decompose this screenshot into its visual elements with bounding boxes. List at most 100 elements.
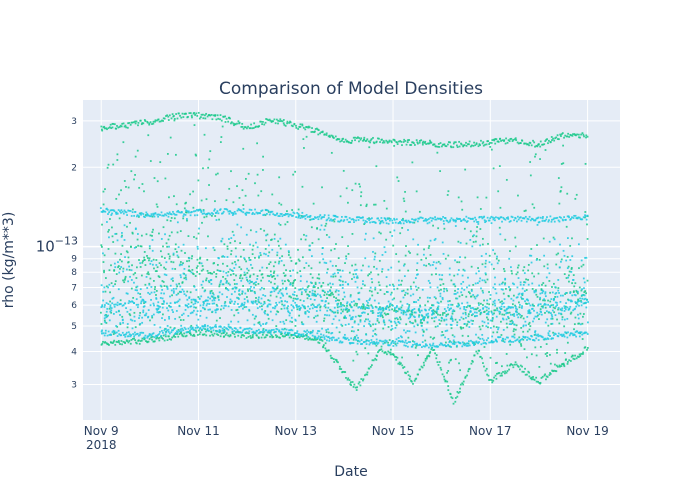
- data-point: [151, 249, 154, 252]
- data-point: [230, 122, 232, 125]
- data-point: [356, 216, 359, 219]
- data-point: [336, 138, 339, 141]
- data-point: [295, 124, 297, 127]
- data-point: [349, 381, 352, 384]
- data-point: [110, 214, 113, 216]
- data-point: [531, 304, 534, 307]
- data-point: [278, 176, 281, 179]
- data-point: [283, 322, 286, 325]
- data-point: [269, 294, 272, 297]
- data-point: [143, 305, 146, 308]
- data-point: [273, 290, 276, 293]
- data-point: [282, 272, 285, 275]
- data-point: [390, 341, 393, 344]
- data-point: [212, 297, 215, 300]
- data-point: [516, 311, 519, 314]
- data-point: [424, 140, 427, 143]
- data-point: [162, 117, 165, 120]
- data-point: [394, 343, 397, 345]
- data-point: [129, 342, 132, 345]
- data-point: [149, 319, 151, 322]
- data-point: [417, 344, 419, 347]
- data-point: [224, 304, 227, 307]
- data-point: [492, 286, 495, 289]
- data-point: [190, 301, 193, 304]
- data-point: [369, 221, 371, 224]
- data-point: [457, 196, 460, 199]
- data-point: [393, 308, 396, 311]
- data-point: [398, 284, 400, 286]
- data-point: [202, 113, 204, 116]
- data-point: [374, 286, 377, 289]
- data-point: [414, 311, 417, 314]
- data-point: [464, 256, 467, 259]
- data-point: [462, 317, 465, 320]
- data-point: [166, 219, 169, 222]
- data-point: [417, 299, 420, 301]
- data-point: [503, 139, 506, 142]
- data-point: [475, 230, 478, 233]
- data-point: [469, 304, 471, 307]
- data-point: [102, 203, 105, 206]
- data-point: [540, 377, 543, 379]
- data-point: [441, 296, 444, 299]
- data-point: [467, 304, 469, 307]
- data-point: [282, 304, 285, 307]
- data-point: [569, 305, 572, 308]
- x-tick-label: Nov 17: [469, 424, 512, 438]
- data-point: [555, 136, 558, 139]
- data-point: [547, 139, 550, 142]
- data-point: [370, 339, 373, 341]
- data-point: [435, 311, 438, 314]
- data-point: [355, 339, 358, 341]
- data-point: [519, 316, 522, 319]
- data-point: [246, 332, 249, 334]
- data-point: [462, 383, 465, 386]
- data-point: [327, 331, 330, 334]
- data-point: [294, 297, 297, 300]
- data-point: [351, 278, 353, 280]
- data-point: [327, 349, 330, 352]
- data-point: [164, 177, 167, 180]
- data-point: [406, 139, 409, 142]
- data-point: [134, 155, 137, 158]
- data-point: [368, 299, 371, 301]
- data-point: [516, 141, 519, 144]
- data-point: [573, 328, 575, 331]
- data-point: [541, 217, 544, 220]
- data-point: [406, 345, 409, 348]
- data-point: [575, 301, 578, 304]
- data-point: [519, 338, 522, 341]
- data-point: [389, 351, 392, 354]
- data-point: [545, 138, 548, 141]
- data-point: [102, 190, 105, 193]
- data-point: [300, 215, 303, 217]
- data-point: [505, 318, 508, 321]
- data-point: [508, 220, 511, 223]
- data-point: [500, 140, 502, 142]
- data-point: [491, 317, 494, 319]
- data-point: [423, 248, 425, 251]
- data-point: [135, 277, 138, 279]
- data-point: [287, 250, 290, 253]
- data-point: [519, 142, 522, 144]
- data-point: [521, 297, 523, 300]
- data-point: [163, 266, 166, 269]
- data-point: [441, 331, 444, 333]
- data-point: [443, 143, 446, 146]
- data-point: [350, 337, 353, 340]
- data-point: [122, 304, 125, 307]
- data-point: [233, 124, 235, 127]
- data-point: [415, 301, 417, 303]
- data-point: [244, 212, 247, 215]
- data-point: [325, 262, 328, 264]
- data-point: [375, 358, 378, 361]
- data-point: [293, 123, 296, 125]
- data-point: [319, 228, 322, 231]
- data-point: [256, 173, 259, 176]
- data-point: [523, 272, 526, 275]
- data-point: [369, 218, 372, 220]
- data-point: [107, 163, 110, 166]
- data-point: [179, 285, 182, 288]
- data-point: [251, 334, 254, 336]
